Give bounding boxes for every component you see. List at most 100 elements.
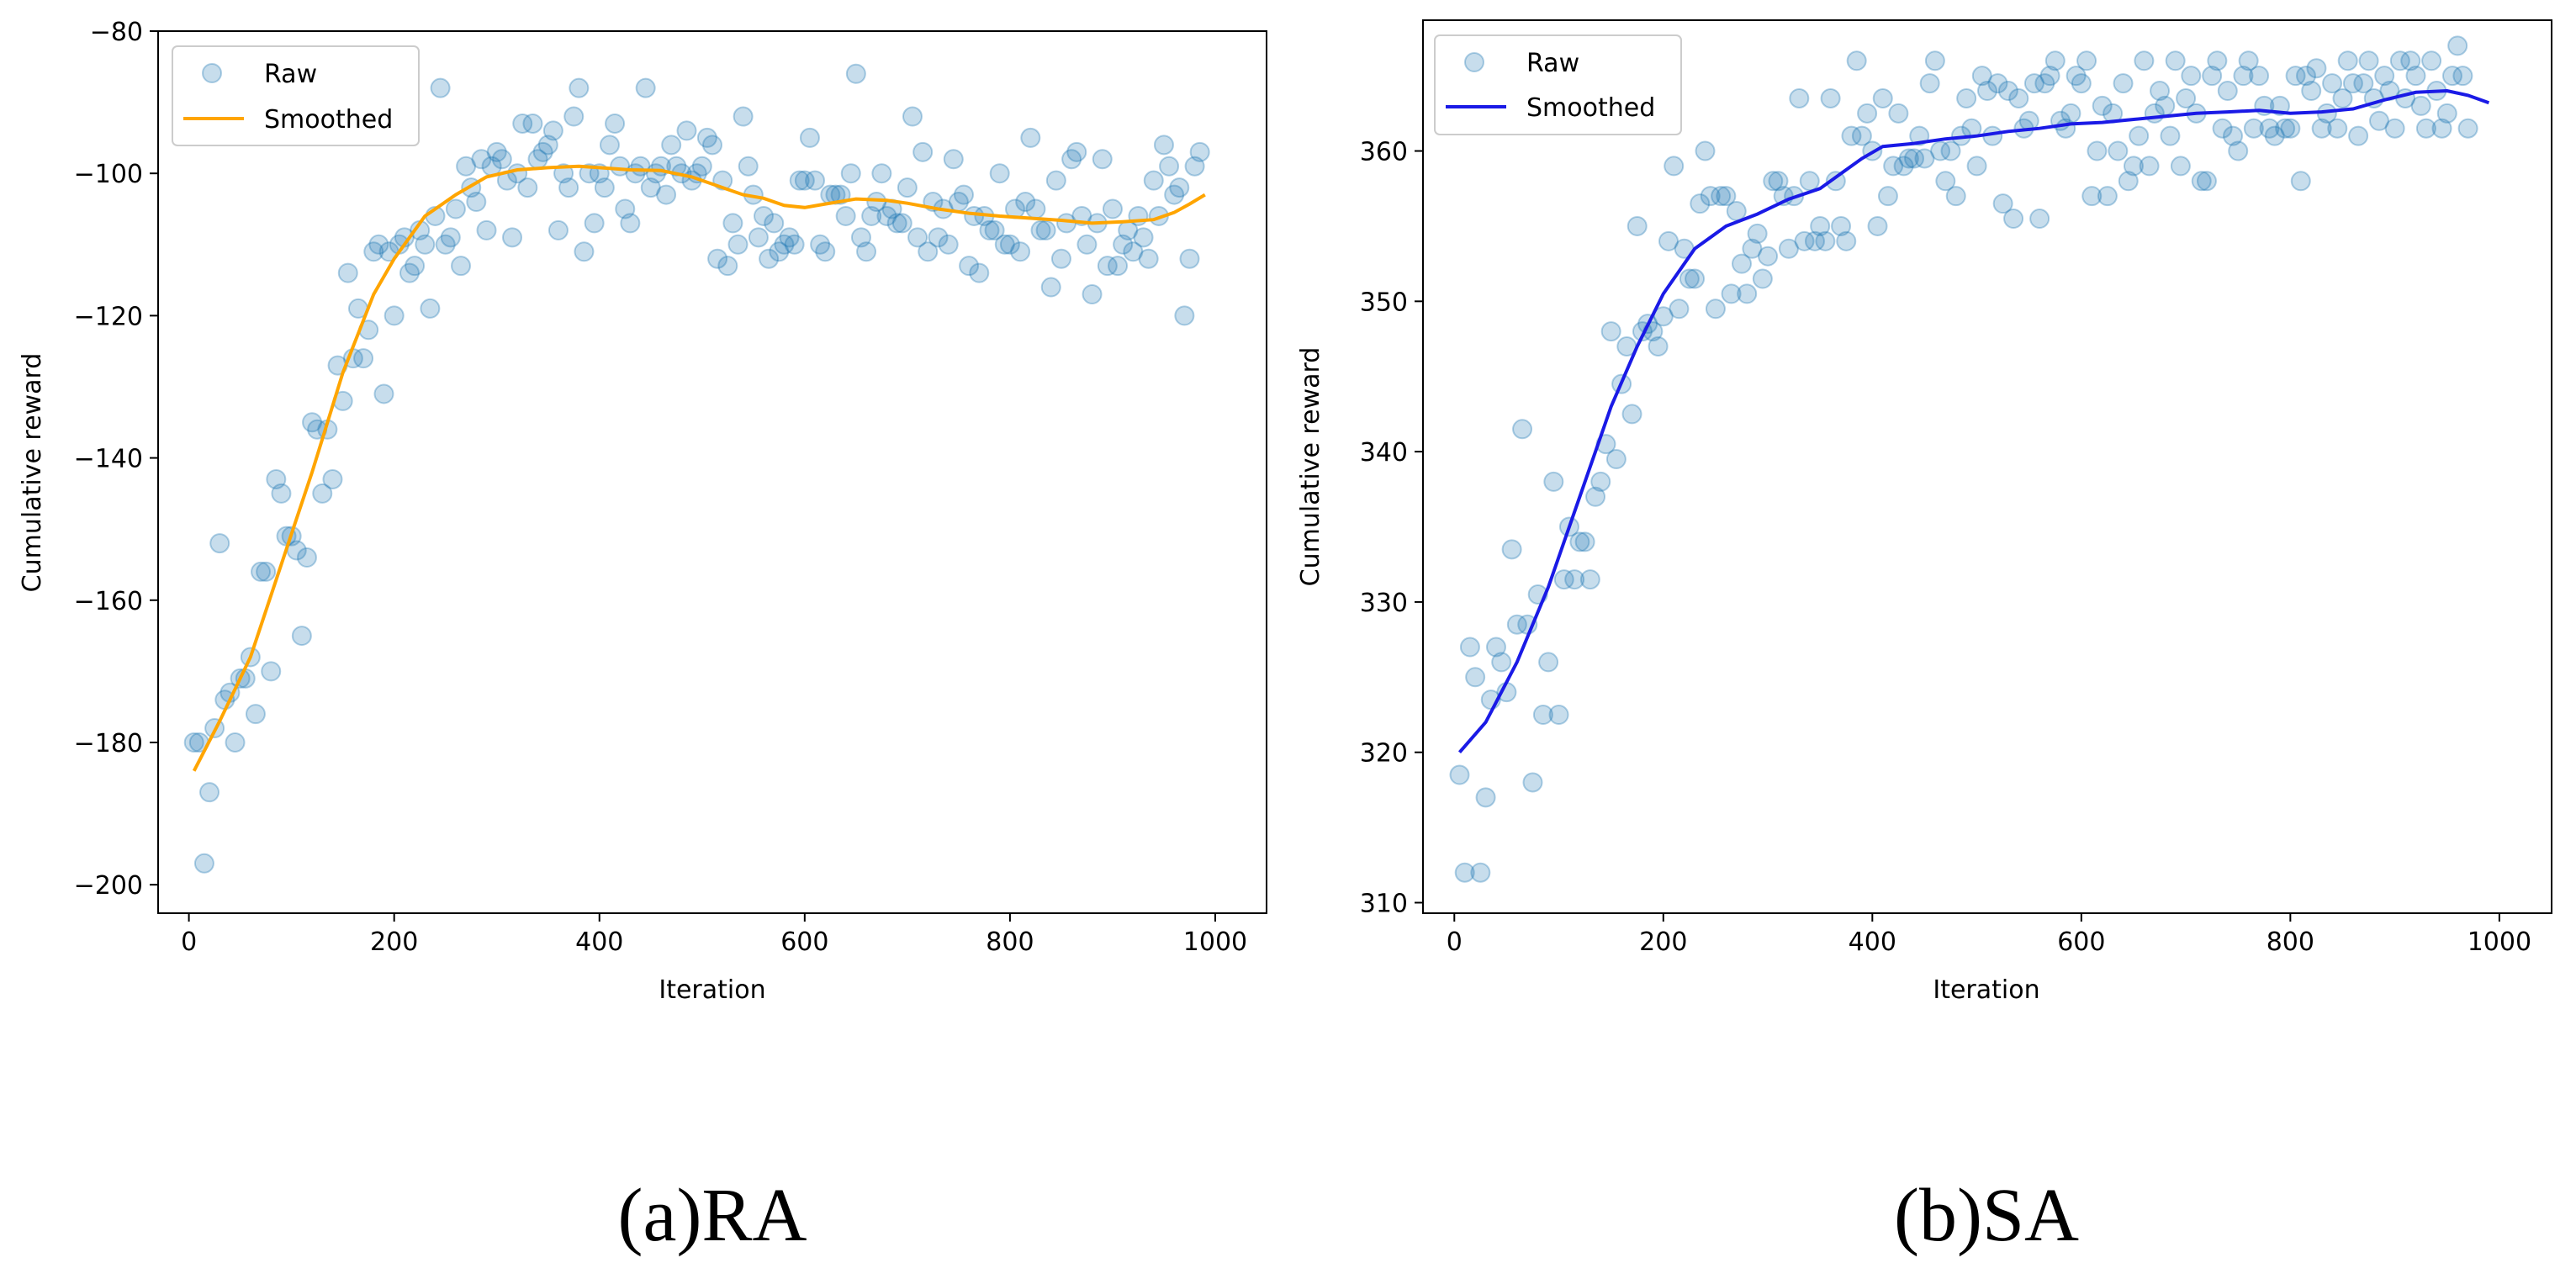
ra-raw-point: [717, 256, 738, 277]
sa-raw-point: [1831, 215, 1852, 236]
sa-ytick-label: 320: [1360, 739, 1408, 769]
sa-raw-point: [1799, 171, 1820, 192]
sa-raw-point: [2202, 66, 2223, 87]
sa-raw-point: [2155, 95, 2176, 116]
sa-raw-point: [2223, 125, 2244, 146]
sa-raw-point: [1815, 230, 1836, 251]
ra-raw-point: [1045, 170, 1066, 191]
ra-legend: Raw Smoothed: [172, 45, 420, 146]
sa-raw-point: [2384, 118, 2405, 139]
ra-raw-point: [928, 227, 949, 248]
sa-raw-point: [1836, 230, 1857, 251]
ra-raw-point: [1159, 156, 1180, 177]
sa-raw-point: [2029, 209, 2050, 229]
sa-raw-point: [2044, 50, 2066, 71]
sa-raw-point: [1459, 637, 1480, 658]
sa-raw-point: [1851, 125, 1872, 146]
ra-raw-point: [383, 305, 405, 326]
sa-raw-point: [1669, 299, 1690, 320]
sa-raw-point: [1758, 246, 1779, 267]
sa-raw-point: [1512, 419, 1533, 440]
ra-raw-point: [1143, 170, 1164, 191]
sa-raw-point: [2405, 66, 2426, 87]
sa-raw-point: [1825, 171, 1846, 192]
sa-raw-point: [1501, 539, 1522, 560]
ra-raw-point: [532, 141, 553, 162]
sa-raw-point: [1810, 215, 1831, 236]
ra-xtick-label: 0: [181, 927, 197, 957]
ra-raw-point: [1092, 149, 1113, 170]
ra-raw-point: [738, 156, 759, 177]
sa-raw-point: [2295, 66, 2316, 87]
ra-raw-point: [979, 219, 1000, 240]
ra-raw-point: [420, 298, 441, 319]
sa-raw-point: [1658, 230, 1679, 251]
ra-raw-point: [193, 853, 214, 874]
sa-raw-point: [1585, 486, 1606, 507]
sa-raw-point: [1579, 569, 1600, 590]
ra-xtick-label: 1000: [1183, 927, 1247, 957]
ra-raw-point: [1076, 234, 1098, 255]
ra-caption: (a)RA: [618, 1174, 807, 1257]
sa-raw-point: [1977, 81, 1997, 102]
sa-raw-point: [1930, 140, 1951, 161]
ra-legend-smoothed-label: Smoothed: [264, 105, 393, 135]
sa-raw-point: [1590, 471, 1611, 492]
sa-raw-point: [1716, 186, 1737, 207]
ra-ytick-label: −180: [74, 729, 143, 758]
sa-raw-point: [2353, 73, 2374, 94]
sa-raw-point: [2410, 95, 2431, 116]
sa-raw-point: [1711, 186, 1732, 207]
sa-raw-point: [2238, 50, 2259, 71]
sa-raw-point: [1564, 569, 1585, 590]
sa-raw-point: [1893, 156, 1914, 177]
sa-raw-point: [1605, 449, 1627, 470]
sa-raw-point: [2076, 50, 2097, 71]
ra-raw-point: [512, 113, 533, 134]
ra-raw-point: [691, 156, 712, 177]
ra-raw-point: [897, 177, 918, 198]
sa-raw-point: [2285, 66, 2306, 87]
sa-raw-point: [2129, 125, 2150, 146]
ra-raw-point: [1050, 248, 1071, 269]
sa-ytick-label: 330: [1360, 589, 1408, 618]
ra-raw-point: [322, 468, 343, 489]
sa-raw-point: [1737, 283, 1758, 304]
ra-raw-point: [1082, 284, 1103, 305]
sa-raw-point: [1705, 299, 1726, 320]
sa-raw-point: [1553, 569, 1574, 590]
ra-raw-point: [1030, 219, 1051, 240]
sa-legend-box: [1434, 34, 1682, 135]
ra-raw-point: [1113, 234, 1134, 255]
ra-raw-point: [891, 213, 912, 234]
ra-raw-point: [907, 227, 928, 248]
sa-raw-point: [2249, 66, 2270, 87]
sa-raw-point: [2170, 156, 2191, 177]
sa-raw-point: [1846, 50, 1867, 71]
sa-xtick-label: 400: [1849, 927, 1896, 957]
sa-raw-point: [1752, 268, 1773, 289]
sa-raw-point: [1548, 705, 1569, 725]
ra-raw-point: [902, 106, 923, 127]
ra-xlabel: Iteration: [659, 975, 765, 1005]
ra-raw-point: [666, 156, 687, 177]
sa-raw-point: [2207, 50, 2228, 71]
sa-raw-point: [2389, 50, 2410, 71]
sa-legend: Raw Smoothed: [1434, 34, 1682, 135]
sa-xtick-label: 600: [2057, 927, 2105, 957]
ra-ytick-label: −200: [74, 871, 143, 901]
sa-raw-point: [1763, 171, 1784, 192]
sa-raw-point: [1997, 81, 2018, 102]
ra-raw-point: [1015, 192, 1036, 213]
sa-raw-point: [1653, 306, 1674, 327]
sa-raw-point: [1475, 787, 1496, 808]
sa-xtick-label: 0: [1447, 927, 1463, 957]
sa-raw-point: [1992, 193, 2013, 214]
sa-ytick-label: 350: [1360, 288, 1408, 317]
ra-raw-point: [876, 205, 897, 226]
sa-raw-point: [2332, 87, 2353, 108]
sa-raw-point: [2342, 73, 2363, 94]
ra-raw-point: [415, 234, 436, 255]
sa-raw-point: [1664, 156, 1685, 177]
sa-raw-point: [1627, 215, 1648, 236]
